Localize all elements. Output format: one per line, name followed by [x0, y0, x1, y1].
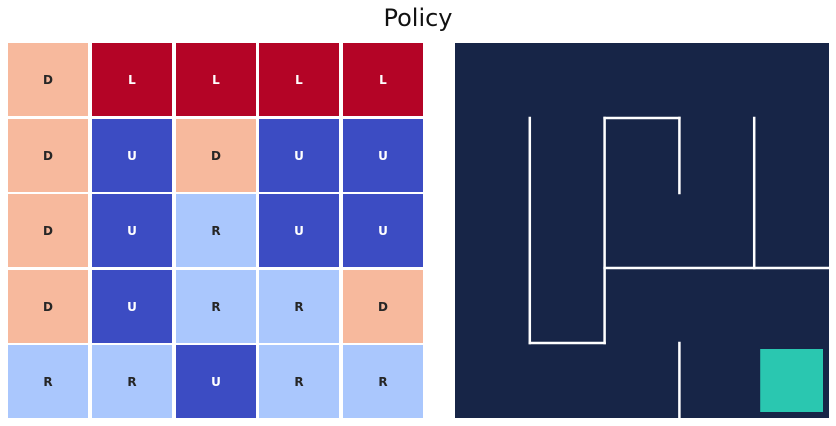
policy-cell-r4-c2: U [176, 345, 256, 418]
policy-cell-r4-c3: R [259, 345, 339, 418]
policy-cell-r3-c0: D [8, 270, 88, 343]
policy-cell-r1-c1: U [92, 119, 172, 192]
policy-cell-r3-c4: D [343, 270, 423, 343]
policy-cell-r1-c0: D [8, 119, 88, 192]
maze-svg [455, 43, 829, 418]
policy-cell-r1-c2: D [176, 119, 256, 192]
policy-cell-r0-c2: L [176, 43, 256, 116]
policy-cell-r3-c1: U [92, 270, 172, 343]
policy-cell-r0-c4: L [343, 43, 423, 116]
policy-cell-r2-c4: U [343, 194, 423, 267]
policy-cell-r2-c0: D [8, 194, 88, 267]
policy-cell-r4-c1: R [92, 345, 172, 418]
policy-cell-r0-c1: L [92, 43, 172, 116]
policy-cell-r4-c0: R [8, 345, 88, 418]
policy-cell-r2-c1: U [92, 194, 172, 267]
policy-cell-r3-c3: R [259, 270, 339, 343]
policy-cell-r2-c2: R [176, 194, 256, 267]
goal-tile [760, 349, 823, 412]
policy-cell-r4-c4: R [343, 345, 423, 418]
policy-cell-r1-c4: U [343, 119, 423, 192]
policy-cell-r0-c3: L [259, 43, 339, 116]
maze-panel [455, 43, 829, 418]
figure-title: Policy [383, 4, 453, 32]
policy-cell-r1-c3: U [259, 119, 339, 192]
policy-cell-r0-c0: D [8, 43, 88, 116]
policy-cell-r2-c3: U [259, 194, 339, 267]
policy-cell-r3-c2: R [176, 270, 256, 343]
